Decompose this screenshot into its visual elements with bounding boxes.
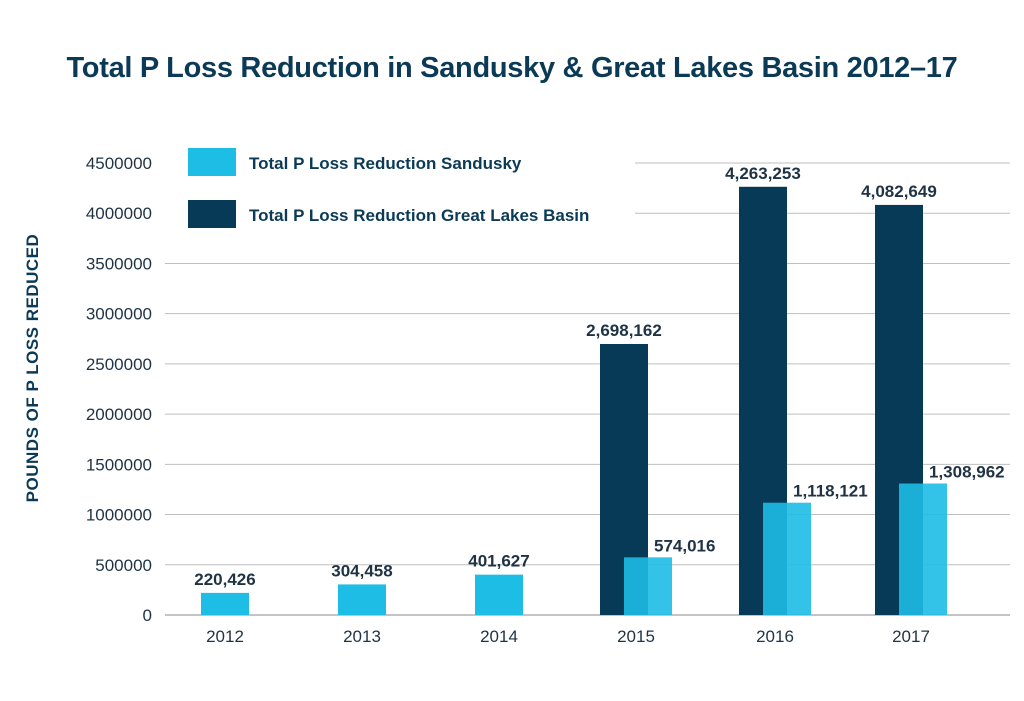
y-axis-title: POUNDS OF P LOSS REDUCED xyxy=(23,234,42,503)
chart-title: Total P Loss Reduction in Sandusky & Gre… xyxy=(66,52,958,84)
y-axis-ticks: 0 500000 1000000 1500000 2000000 2500000 30000… xyxy=(86,154,152,625)
data-label-sandusky: 401,627 xyxy=(468,552,529,571)
y-tick-label: 2500000 xyxy=(86,355,152,374)
data-label-sandusky: 220,426 xyxy=(194,570,255,589)
x-tick-label: 2013 xyxy=(343,627,381,646)
x-tick-label: 2014 xyxy=(480,627,518,646)
x-tick-label: 2012 xyxy=(206,627,244,646)
bar-sandusky xyxy=(763,502,811,615)
data-labels: 220,426 304,458 401,627 2,698,162 574,016 4,2… xyxy=(194,164,1004,589)
bar-sandusky xyxy=(899,483,947,615)
legend-swatch-great-lakes-basin xyxy=(188,200,236,228)
y-tick-label: 4000000 xyxy=(86,204,152,223)
y-tick-label: 1000000 xyxy=(86,506,152,525)
y-tick-label: 0 xyxy=(143,606,152,625)
gridlines xyxy=(165,162,1010,616)
legend-label-great-lakes-basin: Total P Loss Reduction Great Lakes Basin xyxy=(249,206,589,225)
data-label-sandusky: 574,016 xyxy=(654,536,715,555)
x-tick-label: 2015 xyxy=(617,627,655,646)
y-tick-label: 500000 xyxy=(95,556,152,575)
data-label-sandusky: 1,308,962 xyxy=(929,463,1005,482)
legend-label-sandusky: Total P Loss Reduction Sandusky xyxy=(249,154,522,173)
data-label-great-lakes-basin: 4,082,649 xyxy=(861,182,937,201)
x-tick-label: 2016 xyxy=(756,627,794,646)
legend-swatch-sandusky xyxy=(188,148,236,176)
y-tick-label: 2000000 xyxy=(86,405,152,424)
y-tick-label: 1500000 xyxy=(86,455,152,474)
bar-sandusky xyxy=(475,574,523,615)
bar-sandusky xyxy=(338,584,386,615)
data-label-great-lakes-basin: 4,263,253 xyxy=(725,164,801,183)
x-tick-label: 2017 xyxy=(892,627,930,646)
y-tick-label: 4500000 xyxy=(86,154,152,173)
y-tick-label: 3000000 xyxy=(86,305,152,324)
bar-sandusky xyxy=(201,592,249,615)
y-tick-label: 3500000 xyxy=(86,254,152,273)
bars xyxy=(201,186,947,616)
data-label-sandusky: 1,118,121 xyxy=(793,482,868,501)
data-label-great-lakes-basin: 2,698,162 xyxy=(586,321,662,340)
x-axis-ticks: 2012 2013 2014 2015 2016 2017 xyxy=(206,627,930,646)
data-label-sandusky: 304,458 xyxy=(331,561,392,580)
bar-sandusky xyxy=(624,557,672,615)
legend: Total P Loss Reduction Sandusky Total P … xyxy=(188,148,589,228)
